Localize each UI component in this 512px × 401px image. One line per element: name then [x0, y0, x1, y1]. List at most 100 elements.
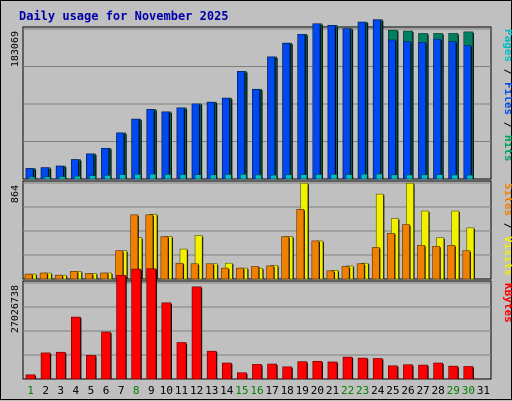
bar-kbytes-day-8 [131, 268, 142, 380]
bar-files-day-22 [342, 28, 351, 180]
bar-kbytes-day-16 [252, 364, 262, 380]
bar-kbytes-day-27 [418, 364, 428, 380]
bar-kbytes-day-4 [70, 316, 81, 380]
bar-pages-day-8 [134, 174, 142, 180]
bar-pages-day-4 [73, 175, 81, 180]
day-label-7: 7 [118, 384, 125, 397]
day-label-17: 17 [265, 384, 278, 397]
bar-kbytes-day-6 [101, 331, 111, 380]
bar-sites-day-7 [115, 250, 123, 280]
bar-pages-day-5 [89, 175, 96, 180]
bar-kbytes-day-30 [463, 366, 474, 380]
day-label-24: 24 [371, 384, 385, 397]
bar-pages-day-11 [179, 174, 187, 180]
bar-files-day-23 [357, 21, 366, 180]
bar-kbytes-day-2 [40, 352, 51, 380]
legend-kbytes: KBytes [502, 283, 512, 323]
bar-sites-day-25 [387, 233, 395, 280]
bar-sites-day-2 [39, 272, 48, 280]
bar-kbytes-day-29 [448, 365, 459, 380]
bar-kbytes-day-11 [176, 342, 187, 380]
day-label-19: 19 [296, 384, 309, 397]
bar-files-day-15 [237, 71, 245, 180]
day-label-28: 28 [432, 384, 445, 397]
bar-sites-day-3 [54, 274, 63, 280]
day-label-15: 15 [235, 384, 248, 397]
bar-pages-day-12 [194, 174, 202, 180]
bar-pages-day-9 [149, 173, 157, 180]
panel-kbytes [22, 280, 492, 380]
bar-files-day-25 [388, 39, 396, 180]
bar-kbytes-day-23 [357, 357, 368, 380]
day-label-30: 30 [462, 384, 475, 397]
bar-pages-day-7 [119, 174, 126, 180]
bar-pages-day-24 [375, 173, 383, 180]
bar-files-day-14 [221, 97, 230, 180]
bar-files-day-20 [312, 23, 321, 180]
bar-kbytes-day-25 [388, 365, 398, 380]
bar-sites-day-16 [251, 266, 259, 280]
bar-sites-day-26 [402, 224, 410, 280]
bar-pages-day-13 [209, 174, 217, 180]
bar-kbytes-day-12 [191, 286, 202, 380]
bar-files-day-8 [131, 118, 140, 180]
bar-kbytes-day-24 [372, 358, 383, 380]
legend-entry: KBytes [502, 283, 512, 323]
legend-entry: / [502, 216, 512, 236]
day-label-10: 10 [160, 384, 173, 397]
day-label-5: 5 [88, 384, 95, 397]
bar-pages-day-21 [330, 174, 338, 180]
bar-sites-day-29 [447, 244, 456, 280]
bar-files-day-27 [418, 42, 426, 180]
bar-sites-day-15 [236, 267, 244, 280]
day-label-21: 21 [326, 384, 339, 397]
legend-entry: Hits [502, 135, 512, 162]
bar-sites-day-13 [205, 263, 214, 280]
bar-pages-day-30 [466, 174, 474, 180]
bar-pages-day-16 [255, 174, 262, 180]
day-label-18: 18 [281, 384, 294, 397]
bar-pages-day-29 [451, 174, 459, 180]
day-label-31: 31 [477, 384, 490, 397]
legend-entry: Sites [502, 183, 512, 216]
day-label-26: 26 [401, 384, 414, 397]
bar-kbytes-day-10 [161, 302, 172, 380]
bar-pages-day-19 [300, 174, 308, 180]
bar-sites-day-4 [69, 271, 78, 280]
max-label-kbytes: 27026738 [10, 285, 21, 333]
bar-files-day-21 [327, 25, 336, 180]
bar-kbytes-day-22 [342, 356, 353, 380]
bar-pages-day-15 [240, 174, 247, 180]
day-label-9: 9 [148, 384, 155, 397]
bar-sites-day-28 [432, 246, 441, 280]
bar-pages-day-22 [345, 174, 353, 180]
bar-pages-day-10 [164, 174, 172, 180]
day-label-2: 2 [42, 384, 49, 397]
bar-kbytes-day-17 [267, 363, 277, 380]
bar-files-day-11 [176, 107, 185, 180]
bar-sites-day-21 [326, 270, 335, 280]
day-label-1: 1 [27, 384, 34, 397]
bar-sites-day-23 [356, 263, 365, 280]
bar-files-day-9 [146, 109, 155, 180]
bar-files-day-5 [86, 153, 94, 180]
bar-files-day-16 [252, 88, 260, 180]
bar-kbytes-day-5 [86, 355, 96, 380]
bar-sites-day-12 [190, 263, 199, 280]
bar-sites-day-20 [311, 240, 320, 280]
bar-sites-day-6 [100, 272, 108, 280]
day-label-29: 29 [447, 384, 460, 397]
bar-kbytes-day-19 [297, 361, 308, 380]
bar-sites-day-10 [160, 236, 169, 280]
bar-sites-day-17 [266, 265, 274, 280]
legend-entry: / [502, 115, 512, 135]
legend-entry: Pages [502, 29, 512, 62]
day-label-8: 8 [133, 384, 140, 397]
bar-pages-day-17 [270, 174, 277, 180]
bar-files-day-12 [191, 103, 200, 180]
legend-entry: Files [502, 82, 512, 115]
bar-files-day-6 [101, 147, 109, 180]
day-label-11: 11 [175, 384, 188, 397]
